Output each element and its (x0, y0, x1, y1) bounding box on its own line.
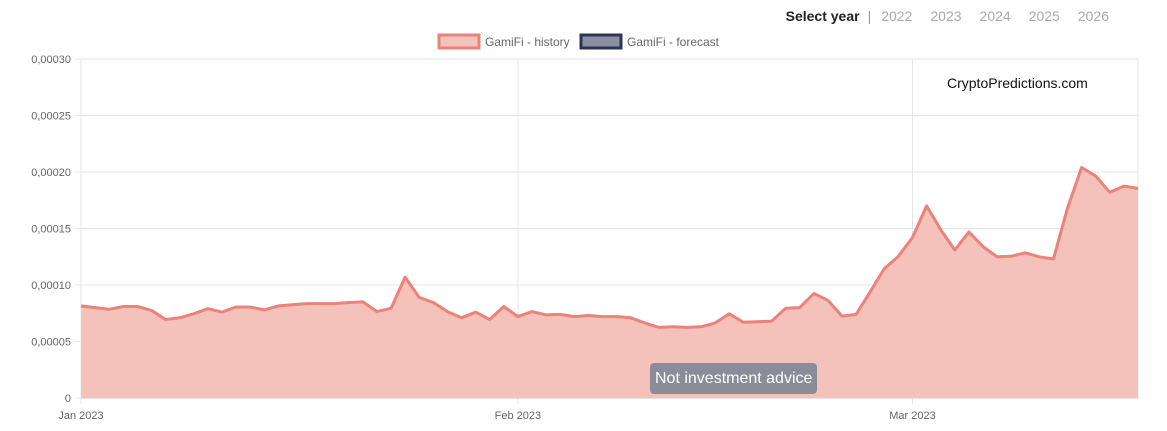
y-tick-label: 0,00015 (31, 224, 71, 236)
history-area (81, 167, 1138, 398)
y-tick-label: 0,00025 (31, 111, 71, 123)
watermark: CryptoPredictions.com (947, 75, 1088, 91)
year-link-2026[interactable]: 2026 (1077, 8, 1109, 24)
year-link-2025[interactable]: 2025 (1028, 8, 1060, 24)
y-tick-label: 0,00005 (31, 337, 71, 349)
select-year-label: Select year (785, 8, 860, 24)
legend-swatch-forecast (579, 33, 623, 50)
year-separator: | (867, 8, 872, 24)
legend-swatch-history (437, 33, 481, 50)
year-link-2024[interactable]: 2024 (979, 8, 1011, 24)
year-selector: Select year | 2022 2023 2024 2025 2026 (786, 8, 1109, 24)
year-link-2023[interactable]: 2023 (930, 8, 962, 24)
year-link-2022[interactable]: 2022 (881, 8, 913, 24)
y-axis-ticks: 0 0,00005 0,00010 0,00015 0,00020 0,00025 0,00… (31, 54, 71, 405)
legend: GamiFi - history GamiFi - forecast (437, 33, 720, 50)
x-tick-label: Jan 2023 (58, 410, 103, 422)
x-tick-label: Feb 2023 (495, 410, 541, 422)
y-tick-label: 0,00030 (31, 54, 71, 66)
legend-label-forecast: GamiFi - forecast (627, 35, 720, 49)
disclaimer-badge: Not investment advice (650, 363, 818, 394)
legend-item-history[interactable]: GamiFi - history (437, 33, 570, 50)
y-tick-label: 0,00010 (31, 280, 71, 292)
legend-label-history: GamiFi - history (485, 35, 570, 49)
y-tick-label: 0,00020 (31, 167, 71, 179)
x-axis-ticks: Jan 2023 Feb 2023 Mar 2023 (58, 410, 935, 422)
x-tick-label: Mar 2023 (889, 410, 935, 422)
legend-item-forecast[interactable]: GamiFi - forecast (579, 33, 720, 50)
history-line (80, 166, 1139, 329)
y-tick-label: 0 (65, 393, 71, 405)
